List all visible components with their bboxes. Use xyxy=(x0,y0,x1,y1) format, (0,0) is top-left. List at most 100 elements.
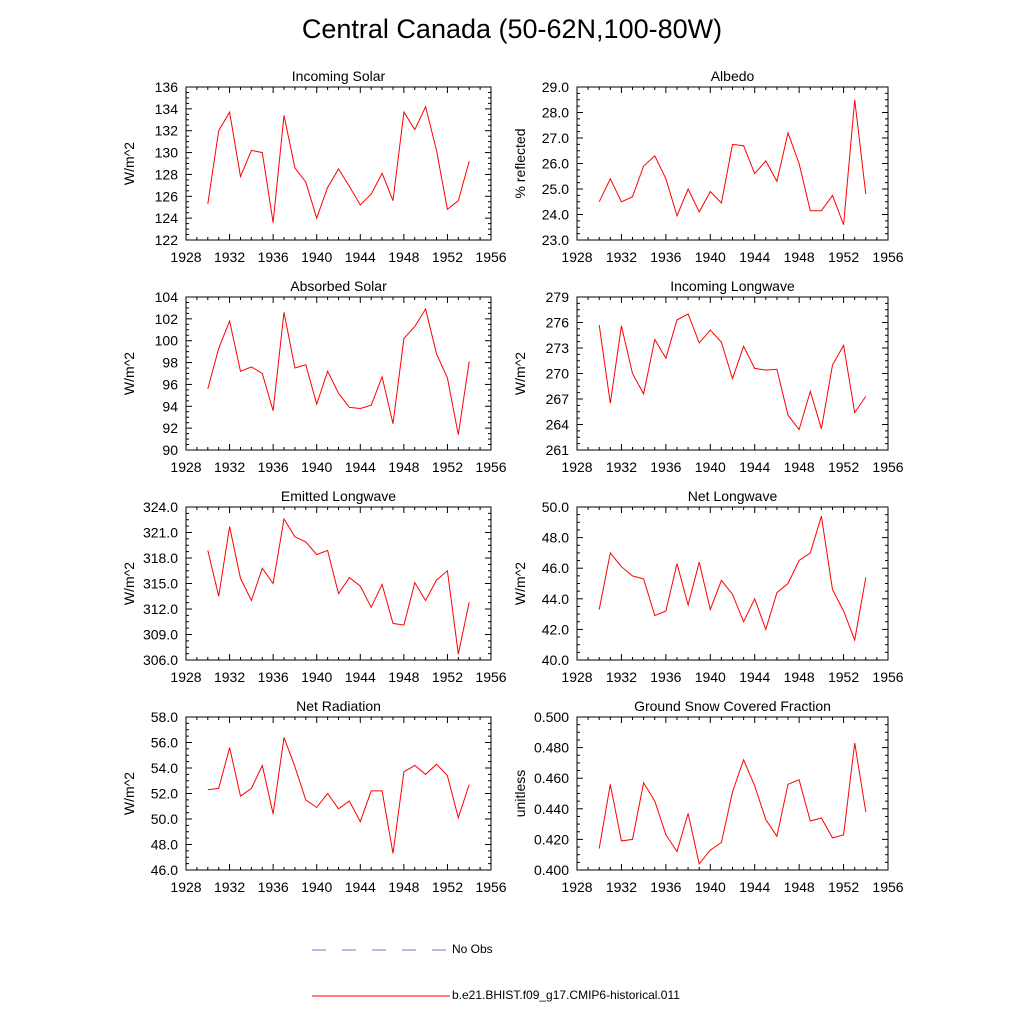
y-tick-label: 134 xyxy=(155,101,179,117)
x-tick-label: 1948 xyxy=(388,669,419,685)
y-tick-label: 40.0 xyxy=(542,652,569,668)
y-tick-label: 50.0 xyxy=(542,499,569,515)
x-tick-label: 1940 xyxy=(695,249,726,265)
y-tick-label: 136 xyxy=(155,79,179,95)
y-tick-label: 28.0 xyxy=(542,105,569,121)
y-tick-label: 92 xyxy=(162,420,178,436)
x-tick-label: 1944 xyxy=(345,459,376,475)
x-tick-label: 1928 xyxy=(561,459,592,475)
y-tick-label: 261 xyxy=(546,442,570,458)
x-tick-label: 1936 xyxy=(258,669,289,685)
y-tick-label: 58.0 xyxy=(151,709,178,725)
x-tick-label: 1944 xyxy=(345,249,376,265)
y-tick-label: 126 xyxy=(155,188,179,204)
series-line-0 xyxy=(207,737,470,854)
y-tick-label: 44.0 xyxy=(542,591,569,607)
x-tick-label: 1940 xyxy=(695,459,726,475)
y-axis-label: W/m^2 xyxy=(512,352,528,395)
x-tick-label: 1956 xyxy=(872,249,903,265)
y-tick-label: 264 xyxy=(546,417,570,433)
y-tick-label: 273 xyxy=(546,340,570,356)
x-tick-label: 1948 xyxy=(388,879,419,895)
panel-title: Incoming Longwave xyxy=(670,278,795,294)
plot-frame xyxy=(185,86,492,241)
x-tick-label: 1952 xyxy=(432,879,463,895)
x-tick-label: 1944 xyxy=(739,459,770,475)
x-tick-label: 1948 xyxy=(388,249,419,265)
x-tick-label: 1956 xyxy=(475,249,506,265)
y-tick-label: 128 xyxy=(155,166,179,182)
x-tick-label: 1948 xyxy=(784,669,815,685)
y-tick-label: 46.0 xyxy=(542,560,569,576)
page-title: Central Canada (50-62N,100-80W) xyxy=(301,14,723,44)
chart-panel-6: Net Radiation W/m^2 1928 1932 1936 1940 1944 19… xyxy=(121,698,507,895)
plot-frame xyxy=(576,506,889,661)
x-tick-label: 1940 xyxy=(695,669,726,685)
y-tick-label: 98 xyxy=(162,355,178,371)
x-tick-label: 1928 xyxy=(170,879,201,895)
panel-title: Ground Snow Covered Fraction xyxy=(634,698,831,714)
y-tick-label: 130 xyxy=(155,145,179,161)
x-tick-label: 1952 xyxy=(828,459,859,475)
y-tick-label: 122 xyxy=(155,232,179,248)
legend-series-label: b.e21.BHIST.f09_g17.CMIP6-historical.011 xyxy=(452,988,680,1002)
y-tick-label: 54.0 xyxy=(151,760,178,776)
chart-panel-3: Incoming Longwave W/m^2 1928 1932 1936 1940 19… xyxy=(512,278,904,475)
y-tick-label: 276 xyxy=(546,315,570,331)
y-tick-label: 0.420 xyxy=(534,831,569,847)
panel-title: Albedo xyxy=(711,68,755,84)
x-tick-label: 1936 xyxy=(650,249,681,265)
chart-panel-7: Ground Snow Covered Fraction unitless 1928… xyxy=(512,698,904,895)
chart-panel-2: Absorbed Solar W/m^2 1928 1932 1936 1940 1944 1… xyxy=(121,278,507,475)
y-tick-label: 0.500 xyxy=(534,709,569,725)
x-tick-label: 1928 xyxy=(561,669,592,685)
y-tick-label: 267 xyxy=(546,391,570,407)
x-tick-label: 1928 xyxy=(170,249,201,265)
y-tick-label: 24.0 xyxy=(542,207,569,223)
x-tick-label: 1932 xyxy=(214,669,245,685)
x-tick-label: 1936 xyxy=(650,459,681,475)
y-tick-label: 104 xyxy=(155,289,179,305)
y-tick-label: 0.400 xyxy=(534,862,569,878)
x-tick-label: 1948 xyxy=(784,249,815,265)
y-tick-label: 0.460 xyxy=(534,770,569,786)
y-tick-label: 102 xyxy=(155,311,179,327)
chart-panel-1: Albedo % reflected 1928 1932 1936 1940 1944 194… xyxy=(512,68,904,265)
panel-title: Incoming Solar xyxy=(292,68,386,84)
x-tick-label: 1944 xyxy=(345,879,376,895)
y-tick-label: 94 xyxy=(162,398,178,414)
x-tick-label: 1952 xyxy=(828,669,859,685)
x-tick-label: 1932 xyxy=(606,669,637,685)
series-line-0 xyxy=(207,105,470,223)
y-axis-label: W/m^2 xyxy=(121,772,137,815)
y-tick-label: 48.0 xyxy=(542,530,569,546)
x-tick-label: 1940 xyxy=(301,669,332,685)
x-tick-label: 1940 xyxy=(695,879,726,895)
x-tick-label: 1952 xyxy=(432,669,463,685)
y-axis-label: W/m^2 xyxy=(121,142,137,185)
y-tick-label: 315.0 xyxy=(143,576,178,592)
y-tick-label: 96 xyxy=(162,376,178,392)
panel-title: Absorbed Solar xyxy=(290,278,387,294)
y-axis-label: W/m^2 xyxy=(512,562,528,605)
x-tick-label: 1932 xyxy=(214,459,245,475)
y-tick-label: 23.0 xyxy=(542,232,569,248)
x-tick-label: 1944 xyxy=(739,669,770,685)
panel-title: Emitted Longwave xyxy=(281,488,396,504)
y-tick-label: 56.0 xyxy=(151,735,178,751)
x-tick-label: 1932 xyxy=(606,459,637,475)
x-tick-label: 1936 xyxy=(258,459,289,475)
x-tick-label: 1956 xyxy=(475,459,506,475)
x-tick-label: 1936 xyxy=(258,249,289,265)
y-tick-label: 132 xyxy=(155,123,179,139)
y-tick-label: 318.0 xyxy=(143,550,178,566)
y-tick-label: 279 xyxy=(546,289,570,305)
plot-frame xyxy=(185,506,492,661)
x-tick-label: 1936 xyxy=(650,669,681,685)
y-tick-label: 312.0 xyxy=(143,601,178,617)
x-tick-label: 1948 xyxy=(784,879,815,895)
y-axis-label: % reflected xyxy=(512,128,528,198)
x-tick-label: 1940 xyxy=(301,879,332,895)
x-tick-label: 1956 xyxy=(872,669,903,685)
legend-no-obs-line xyxy=(312,949,450,951)
